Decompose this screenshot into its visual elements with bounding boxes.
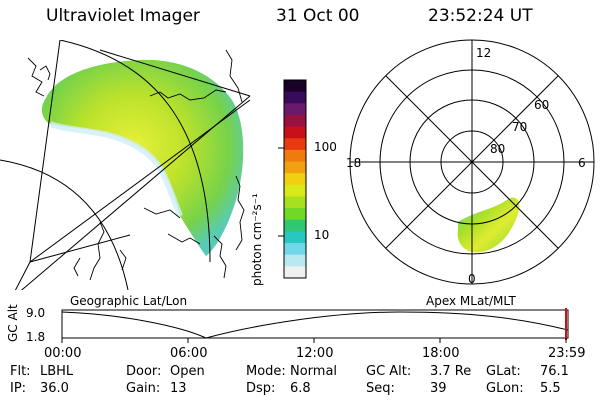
colorbar-step [284,80,306,93]
xtick-1800: 18:00 [422,346,460,361]
aurora-emission-geo [41,59,244,256]
colorbar-step [284,184,306,197]
colorbar-step [284,126,306,139]
time-label: 23:52:24 UT [428,6,533,26]
colorbar-step [284,138,306,151]
colorbar-step [284,114,306,128]
geo-frame-label: Geographic Lat/Lon [70,294,188,308]
info-label: Seq: [366,381,395,396]
info-value: 36.0 [40,381,69,396]
polar-frame-label: Apex MLat/MLT [426,294,516,308]
info-label: Flt: [10,364,31,379]
info-label: GC Alt: [366,364,412,379]
colorbar-tick-100: 100 [314,140,337,154]
colorbar-step [284,103,306,116]
altitude-axis-label: GC Alt [6,304,20,342]
colorbar-step [284,243,306,256]
geographic-map [0,40,251,290]
xtick-2359: 23:59 [548,346,586,361]
mlt-label-18: 18 [346,156,362,170]
altitude-plot [61,308,569,343]
info-label: GLat: [486,364,521,379]
colorbar-step [284,208,306,221]
colorbar-unit-label: photon cm⁻²s⁻¹ [250,193,264,286]
colorbar-tick-10: 10 [314,228,330,242]
mlt-label-12: 12 [476,46,492,60]
info-value: 76.1 [540,364,569,379]
colorbar-step [284,219,306,232]
date-label: 31 Oct 00 [276,6,360,26]
info-label: Door: [126,364,162,379]
colorbar-step [284,173,306,186]
info-label: Dsp: [246,381,276,396]
colorbar-step [284,196,306,209]
info-value: 5.5 [540,381,561,396]
colorbar-step [284,266,306,279]
info-label: GLon: [486,381,524,396]
colorbar-step [284,149,306,163]
colorbar-step [284,254,306,267]
info-value: 6.8 [290,381,311,396]
colorbar-step [284,91,306,104]
info-label: Gain: [126,381,161,396]
info-value: Normal [290,364,338,379]
info-value: LBHL [40,364,74,379]
xtick-0600: 06:00 [170,346,208,361]
colorbar-step [284,231,306,244]
info-value: Open [170,364,205,379]
info-label: IP: [10,381,27,396]
polar-plot [349,39,595,285]
info-value: 13 [170,381,187,396]
xtick-1200: 12:00 [296,346,334,361]
aurora-emission-polar [457,197,520,253]
altitude-ytick-high: 9.0 [26,306,46,320]
xtick-0000: 00:00 [44,346,82,361]
lat-label-70: 70 [512,120,528,134]
altitude-ytick-low: 1.8 [26,330,46,344]
lat-label-80: 80 [490,142,506,156]
colorbar-step [284,161,306,174]
mlt-label-0: 0 [468,272,476,286]
info-label: Mode: [246,364,286,379]
colorbar-frame [278,79,307,279]
mlt-label-6: 6 [578,156,586,170]
info-value: 3.7 Re [430,364,472,379]
colorbar [284,80,306,279]
altitude-curve [61,311,569,339]
instrument-title: Ultraviolet Imager [46,6,200,26]
lat-label-60: 60 [534,98,550,112]
info-value: 39 [430,381,447,396]
